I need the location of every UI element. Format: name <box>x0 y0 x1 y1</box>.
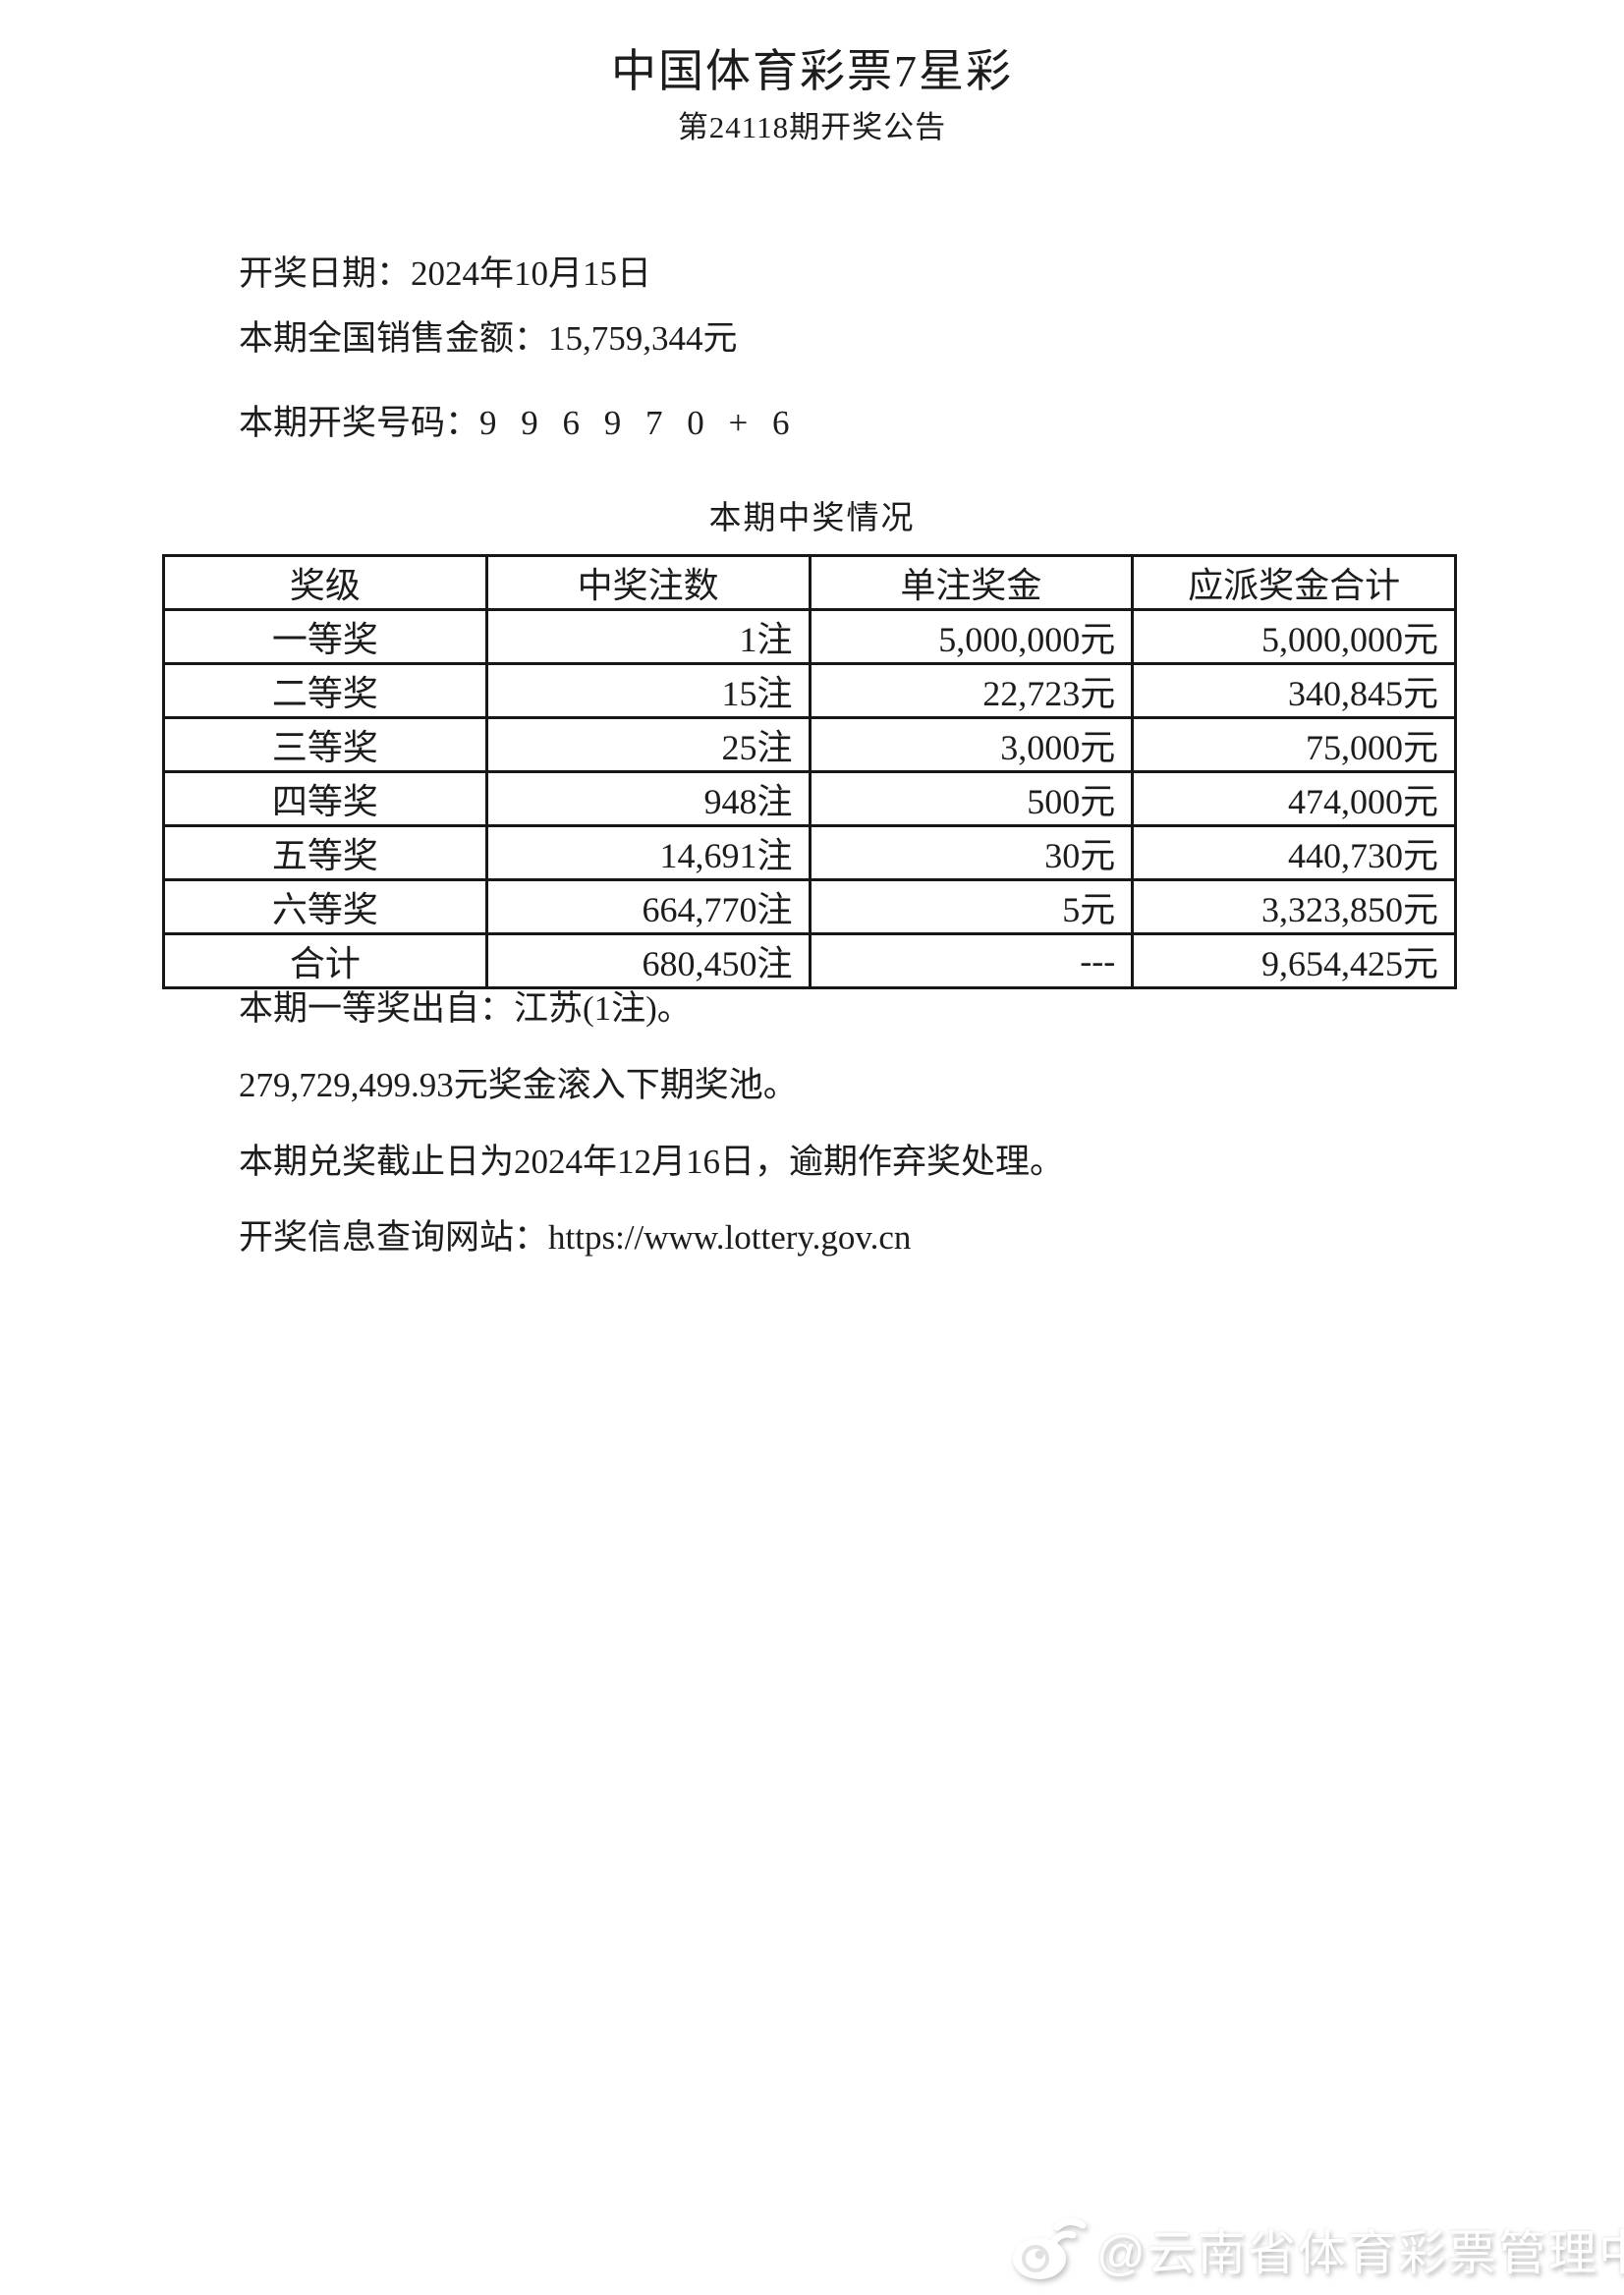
note-jackpot-rollover: 279,729,499.93元奖金滚入下期奖池。 <box>239 1066 798 1104</box>
table-cell: 1注 <box>484 608 812 665</box>
prize-table-header-row: 奖级 中奖注数 单注奖金 应派奖金合计 <box>162 554 1457 611</box>
sales-amount-line: 本期全国销售金额：15,759,344元 <box>239 319 738 358</box>
table-cell: 六等奖 <box>162 878 488 935</box>
table-cell: 5元 <box>808 878 1135 935</box>
table-cell: 合计 <box>162 932 488 989</box>
table-row: 五等奖 14,691注 30元 440,730元 <box>162 824 1457 881</box>
weibo-icon <box>1013 2217 1087 2279</box>
table-row: 三等奖 25注 3,000元 75,000元 <box>162 716 1457 773</box>
table-header-cell: 单注奖金 <box>808 554 1135 611</box>
watermark-text: @云南省体育彩票管理中心 <box>1096 2227 1624 2280</box>
table-cell: 440,730元 <box>1131 824 1457 881</box>
winning-numbers-label: 本期开奖号码： <box>239 404 480 442</box>
table-cell: 3,323,850元 <box>1131 878 1457 935</box>
table-row: 合计 680,450注 --- 9,654,425元 <box>162 932 1457 989</box>
table-cell: 一等奖 <box>162 608 488 665</box>
table-row: 四等奖 948注 500元 474,000元 <box>162 770 1457 827</box>
table-cell: 三等奖 <box>162 716 488 773</box>
note-first-prize-origin: 本期一等奖出自：江苏(1注)。 <box>239 989 692 1028</box>
table-cell: 15注 <box>484 662 812 719</box>
winning-numbers: 9 9 6 9 7 0 + 6 <box>479 404 798 442</box>
watermark: @云南省体育彩票管理中心 <box>1010 2214 1624 2284</box>
table-cell: 5,000,000元 <box>1131 608 1457 665</box>
table-header-cell: 奖级 <box>162 554 488 611</box>
table-cell: 75,000元 <box>1131 716 1457 773</box>
table-cell: 664,770注 <box>484 878 812 935</box>
prize-table: 奖级 中奖注数 单注奖金 应派奖金合计 一等奖 1注 5,000,000元 5,000,00… <box>162 554 1457 989</box>
table-header-cell: 应派奖金合计 <box>1131 554 1457 611</box>
table-cell: 500元 <box>808 770 1135 827</box>
table-header-cell: 中奖注数 <box>484 554 812 611</box>
draw-date-line: 开奖日期：2024年10月15日 <box>239 254 652 293</box>
note-info-website: 开奖信息查询网站：https://www.lottery.gov.cn <box>239 1218 912 1257</box>
table-cell: 3,000元 <box>808 716 1135 773</box>
table-cell: 五等奖 <box>162 824 488 881</box>
table-row: 一等奖 1注 5,000,000元 5,000,000元 <box>162 608 1457 665</box>
note-claim-deadline: 本期兑奖截止日为2024年12月16日，逾期作弃奖处理。 <box>239 1143 1065 1181</box>
table-cell: --- <box>808 932 1135 989</box>
page-subtitle: 第24118期开奖公告 <box>677 110 947 144</box>
table-cell: 22,723元 <box>808 662 1135 719</box>
table-cell: 14,691注 <box>484 824 812 881</box>
prize-table-body: 一等奖 1注 5,000,000元 5,000,000元 二等奖 15注 22,723元 34… <box>162 608 1457 989</box>
table-cell: 340,845元 <box>1131 662 1457 719</box>
table-cell: 5,000,000元 <box>808 608 1135 665</box>
table-row: 二等奖 15注 22,723元 340,845元 <box>162 662 1457 719</box>
table-cell: 二等奖 <box>162 662 488 719</box>
table-cell: 四等奖 <box>162 770 488 827</box>
page-title: 中国体育彩票7星彩 <box>611 46 1013 96</box>
table-cell: 30元 <box>808 824 1135 881</box>
table-cell: 9,654,425元 <box>1131 932 1457 989</box>
prize-table-title: 本期中奖情况 <box>708 501 916 536</box>
table-cell: 680,450注 <box>484 932 812 989</box>
winning-numbers-line: 本期开奖号码：9 9 6 9 7 0 + 6 <box>239 395 798 445</box>
table-cell: 474,000元 <box>1131 770 1457 827</box>
table-cell: 948注 <box>484 770 812 827</box>
table-row: 六等奖 664,770注 5元 3,323,850元 <box>162 878 1457 935</box>
table-cell: 25注 <box>484 716 812 773</box>
